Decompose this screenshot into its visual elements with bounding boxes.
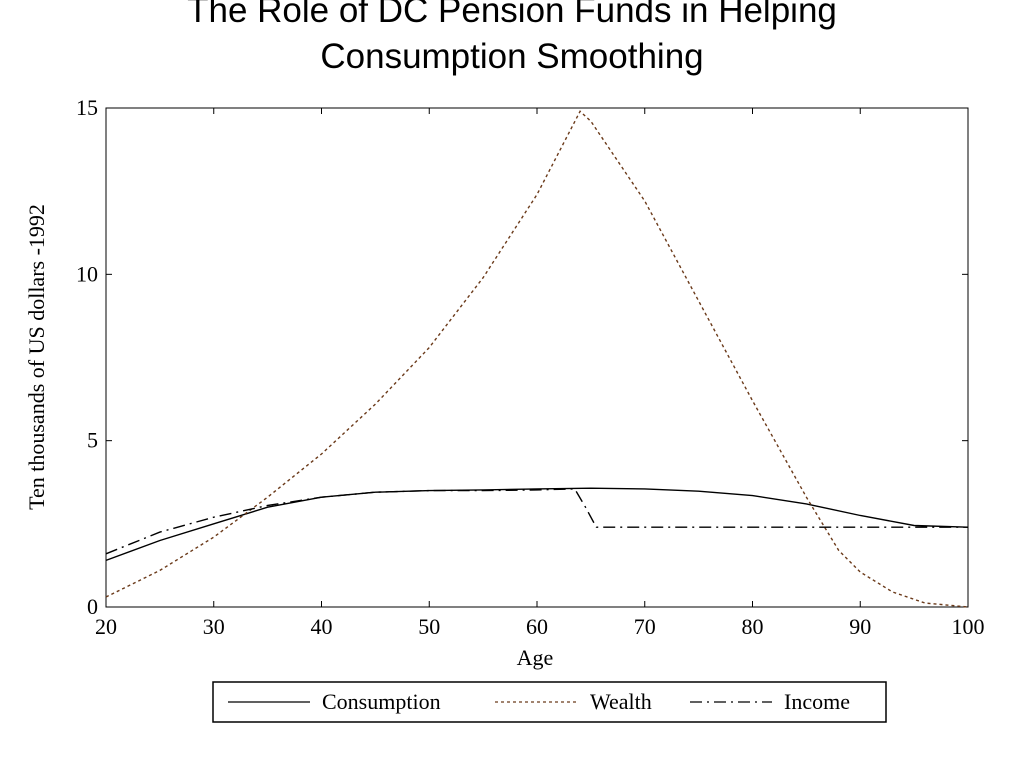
series-group <box>105 110 969 608</box>
series-line-consumption <box>105 487 969 562</box>
plot-frame <box>105 107 969 608</box>
y-axis-label: Ten thousands of US dollars -1992 <box>24 204 49 510</box>
axis-ticks: 20 30 40 50 60 70 80 90 100 0 5 10 15 <box>76 95 985 639</box>
x-tick-label: 100 <box>952 614 985 639</box>
chart-title: The Role of DC Pension Funds in Helping … <box>0 0 1024 80</box>
legend-label-income: Income <box>784 689 850 714</box>
x-tick-label: 60 <box>526 614 548 639</box>
y-tick-label: 5 <box>87 428 98 453</box>
y-tick-label: 10 <box>76 261 98 286</box>
x-tick-label: 50 <box>418 614 440 639</box>
series-line-wealth <box>105 110 969 608</box>
y-tick-label: 15 <box>76 95 98 120</box>
x-axis-label: Age <box>517 645 554 670</box>
x-tick-label: 80 <box>742 614 764 639</box>
legend: Consumption Wealth Income <box>212 681 887 723</box>
legend-label-wealth: Wealth <box>590 689 652 714</box>
x-tick-label: 30 <box>203 614 225 639</box>
chart-title-line-1: The Role of DC Pension Funds in Helping <box>187 0 837 30</box>
x-tick-label: 20 <box>95 614 117 639</box>
x-tick-label: 90 <box>849 614 871 639</box>
legend-label-consumption: Consumption <box>322 689 441 714</box>
series-line-income <box>105 488 968 555</box>
chart-title-line-2: Consumption Smoothing <box>320 37 704 76</box>
x-tick-label: 40 <box>311 614 333 639</box>
y-tick-label: 0 <box>87 594 98 619</box>
x-tick-label: 70 <box>634 614 656 639</box>
